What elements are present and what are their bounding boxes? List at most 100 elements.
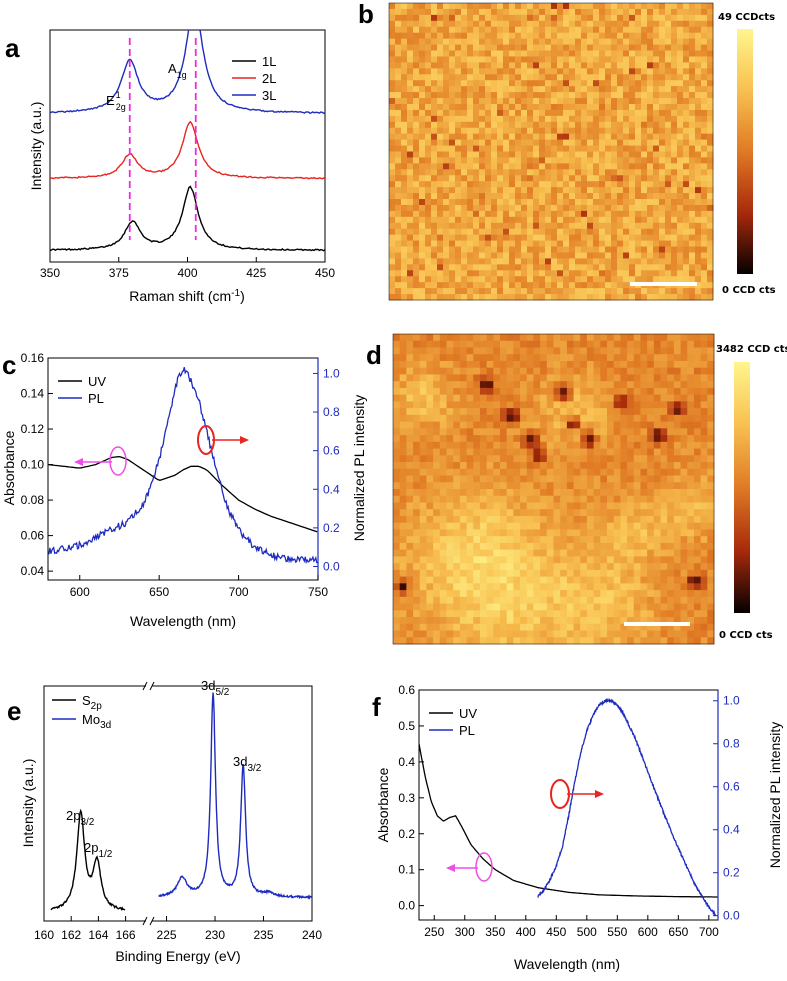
panel-d-heatmap-cell: [600, 489, 608, 497]
panel-b-heatmap-cell: [497, 288, 504, 295]
panel-b-heatmap-cell: [449, 8, 456, 16]
panel-d-heatmap-cell: [413, 569, 421, 578]
panel-d-heatmap-cell: [500, 617, 508, 625]
panel-d-heatmap-cell: [426, 475, 434, 483]
panel-b-heatmap-cell: [449, 139, 456, 146]
panel-b-heatmap-cell: [539, 169, 546, 176]
panel-d-heatmap-cell: [553, 374, 561, 382]
panel-b-heatmap-cell: [473, 133, 480, 141]
panel-b-heatmap-cell: [443, 26, 450, 34]
panel-b-heatmap-cell: [557, 20, 564, 28]
panel-b-heatmap-cell: [689, 50, 696, 57]
panel-b-heatmap-cell: [431, 151, 438, 158]
panel-b-heatmap-cell: [497, 169, 504, 176]
panel-b-heatmap-cell: [425, 26, 432, 34]
panel-d-heatmap-cell: [680, 489, 688, 497]
panel-b-heatmap-cell: [545, 187, 552, 194]
panel-d-heatmap-cell: [533, 374, 541, 382]
panel-b-heatmap-cell: [449, 204, 456, 212]
panel-b-heatmap-cell: [467, 204, 474, 212]
panel-b-heatmap-cell: [425, 294, 432, 301]
panel-b-heatmap-cell: [605, 294, 612, 301]
panel-d-heatmap-cell: [580, 590, 588, 598]
panel-d-heatmap-cell: [673, 441, 681, 449]
panel-b-heatmap-cell: [401, 175, 408, 182]
panel-b-heatmap-cell: [539, 62, 546, 69]
panel-d-heatmap-cell: [506, 367, 514, 375]
panel-b-heatmap-cell: [611, 56, 618, 63]
panel-b-heatmap-cell: [635, 181, 642, 188]
panel-b-heatmap-cell: [557, 68, 564, 75]
panel-b-heatmap-cell: [569, 204, 576, 212]
panel-d-heatmap-cell: [540, 482, 548, 490]
panel-d-heatmap-cell: [707, 590, 715, 598]
panel-b-heatmap-cell: [431, 157, 438, 164]
panel-d-heatmap-cell: [600, 340, 608, 348]
panel-b-heatmap-cell: [395, 175, 402, 182]
panel-b-heatmap-cell: [485, 44, 492, 51]
panel-b-heatmap-cell: [575, 216, 582, 224]
panel-b-heatmap-cell: [467, 145, 474, 152]
panel-d-heatmap-cell: [533, 482, 541, 490]
panel-b-heatmap-cell: [557, 294, 564, 301]
panel-b-heatmap-cell: [593, 240, 600, 247]
panel-b-heatmap-cell: [629, 121, 636, 129]
panel-b-heatmap-cell: [419, 264, 426, 271]
panel-b-heatmap-cell: [701, 121, 708, 129]
panel-d-heatmap-cell: [707, 603, 715, 611]
panel-b-heatmap-cell: [707, 151, 714, 158]
panel-d-heatmap-cell: [700, 603, 708, 611]
panel-b-heatmap-cell: [437, 44, 444, 51]
panel-d-heatmap-cell: [439, 347, 447, 355]
panel-d-heatmap-cell: [586, 563, 595, 571]
panel-d-heatmap-cell: [446, 556, 454, 564]
panel-b-heatmap-cell: [413, 127, 420, 135]
panel-b-heatmap-cell: [419, 240, 426, 247]
panel-b-heatmap-cell: [389, 216, 396, 224]
panel-b-heatmap-cell: [533, 92, 540, 99]
panel-d-heatmap-cell: [520, 569, 528, 578]
panel-d-heatmap-cell: [453, 441, 461, 449]
panel-b-heatmap-cell: [467, 38, 474, 45]
panel-d-heatmap-cell: [640, 334, 648, 342]
panel-b-heatmap-cell: [407, 258, 414, 265]
panel-b-heatmap-cell: [557, 86, 564, 93]
panel-b-heatmap-cell: [677, 32, 684, 40]
panel-b-heatmap-cell: [419, 74, 426, 81]
panel-b-heatmap-cell: [485, 38, 492, 45]
panel-b-heatmap-cell: [413, 98, 420, 105]
panel-b-heatmap-cell: [599, 103, 606, 111]
panel-b-heatmap-cell: [647, 74, 654, 81]
panel-d-heatmap-cell: [533, 347, 541, 355]
panel-b-heatmap-cell: [677, 246, 684, 253]
panel-b-heatmap-cell: [539, 193, 546, 200]
panel-b-heatmap-cell: [449, 163, 456, 170]
panel-d-heatmap-cell: [586, 515, 595, 524]
panel-d-heatmap-cell: [633, 475, 641, 483]
panel-b-heatmap-cell: [485, 32, 492, 40]
panel-b-heatmap-cell: [539, 258, 546, 265]
panel-b-heatmap-cell: [449, 252, 456, 259]
panel-b-heatmap-cell: [677, 121, 684, 129]
panel-d-heatmap-cell: [633, 569, 641, 578]
panel-d-heatmap-cell: [453, 401, 461, 409]
panel-b-heatmap-cell: [701, 282, 708, 289]
panel-d-heatmap-cell: [473, 482, 481, 490]
panel-b-heatmap-cell: [533, 20, 540, 28]
panel-b-heatmap-cell: [683, 133, 690, 141]
panel-d-heatmap-cell: [640, 515, 648, 524]
panel-d-heatmap-cell: [607, 435, 615, 443]
panel-b-heatmap-cell: [419, 50, 426, 57]
panel-b-heatmap-cell: [623, 222, 630, 230]
panel-d-heatmap-cell: [439, 569, 447, 578]
panel-d-heatmap-cell: [600, 637, 608, 645]
panel-d-heatmap-cell: [560, 414, 568, 423]
panel-b-heatmap-cell: [671, 38, 678, 45]
panel-d-heatmap-cell: [647, 536, 655, 544]
panel-b-heatmap-cell: [677, 38, 684, 45]
panel-b-heatmap-cell: [647, 258, 654, 265]
panel-b-heatmap-cell: [611, 187, 618, 194]
panel-d-heatmap-cell: [700, 360, 708, 369]
panel-d-heatmap-cell: [466, 583, 474, 591]
panel-b-heatmap-cell: [701, 68, 708, 75]
